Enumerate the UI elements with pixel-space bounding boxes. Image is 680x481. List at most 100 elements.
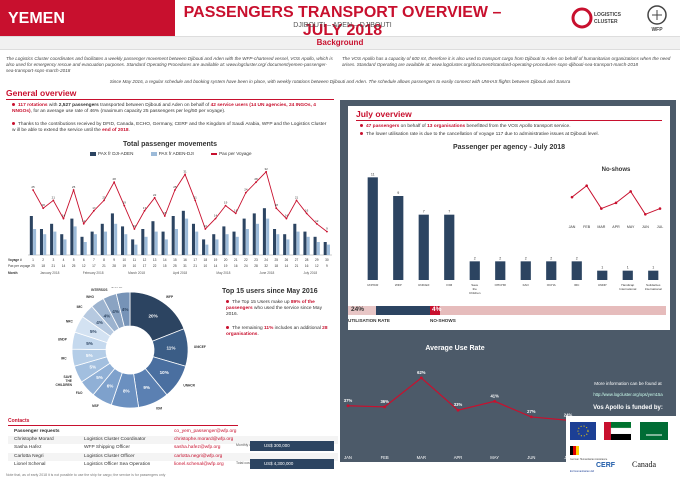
bar-djib-aden bbox=[252, 213, 256, 255]
per-voyage-label: 25 bbox=[31, 185, 35, 189]
noshows-tick: MAY bbox=[627, 225, 635, 229]
bar-aden-djib bbox=[53, 231, 57, 255]
aur-tick: APR bbox=[454, 455, 463, 460]
agency-bar bbox=[546, 261, 557, 280]
agency-tick: the bbox=[473, 287, 478, 291]
agency-bar bbox=[495, 261, 506, 280]
total-cost-label: Total cost bbox=[236, 461, 251, 465]
donut-value-label: 6% bbox=[107, 383, 114, 388]
agency-bar-label: 2 bbox=[499, 256, 501, 260]
point-per-voyage bbox=[62, 217, 65, 220]
per-voyage-tick: 21 bbox=[52, 264, 56, 268]
point-per-voyage bbox=[163, 215, 166, 217]
voyage-tick: 7 bbox=[93, 258, 95, 262]
july-overview-title: July overview bbox=[356, 109, 412, 119]
eu-flag-icon bbox=[570, 422, 596, 440]
wfp-logo: WFP bbox=[640, 4, 674, 34]
point-per-voyage bbox=[92, 209, 95, 212]
noshows-point bbox=[658, 207, 662, 210]
bar-aden-djib bbox=[296, 231, 300, 255]
bar-djib-aden bbox=[202, 239, 206, 255]
point-per-voyage bbox=[275, 207, 278, 210]
contact-email[interactable]: lionel.schenal@wfp.org bbox=[174, 461, 224, 467]
wfp-logo-text: WFP bbox=[651, 27, 663, 33]
aur-tick: FEB bbox=[381, 455, 389, 460]
more-info-link[interactable]: http://www.logcluster.org/ops/yem15a bbox=[593, 392, 663, 397]
page-title: PASSENGERS TRANSPORT OVERVIEW – JULY 201… bbox=[183, 4, 502, 39]
contact-email[interactable]: christophe.morard@wfp.org bbox=[174, 437, 234, 443]
point-per-voyage bbox=[184, 173, 186, 176]
per-voyage-tick: 15 bbox=[163, 264, 167, 268]
contact-text: Logistics Cluster Officer bbox=[84, 453, 135, 459]
text: with bbox=[47, 103, 59, 108]
background-left-text: The Logistics Cluster coordinates and fa… bbox=[6, 56, 333, 73]
bar-djib-aden bbox=[131, 239, 135, 255]
per-voyage-label: 14 bbox=[62, 214, 66, 218]
point-per-voyage bbox=[82, 222, 85, 225]
bar-aden-djib bbox=[256, 223, 260, 255]
per-voyage-label: 17 bbox=[92, 206, 96, 210]
voyage-tick: 20 bbox=[224, 258, 228, 262]
point-per-voyage bbox=[52, 199, 55, 202]
voyage-tick: 8 bbox=[103, 258, 105, 262]
donut-slice bbox=[115, 291, 131, 328]
per-voyage-label: 28 bbox=[112, 177, 116, 181]
bar-aden-djib bbox=[83, 242, 87, 255]
general-bullet-2: Thanks to the contributions received by … bbox=[12, 122, 330, 134]
aur-value-label: 33% bbox=[454, 402, 463, 407]
noshows-point bbox=[585, 184, 588, 188]
donut-value-label: 4% bbox=[96, 320, 103, 325]
voyage-tick: 9 bbox=[113, 258, 115, 262]
bar-aden-djib bbox=[63, 239, 67, 255]
contact-email[interactable]: sasha.hafez@wfp.org bbox=[174, 445, 221, 451]
donut-category-label: IMC bbox=[77, 305, 84, 309]
point-per-voyage bbox=[123, 204, 126, 207]
per-voyage-tick: 21 bbox=[102, 264, 106, 268]
point-per-voyage bbox=[153, 196, 156, 199]
footnote: Note that, as of early 2018 it is not po… bbox=[6, 473, 166, 477]
noshows-chart: JAN FEB MAR APR MAY JUN JUL bbox=[569, 184, 663, 229]
contact-email[interactable]: co_yem_passenger@wfp.org bbox=[174, 429, 237, 434]
point-per-voyage bbox=[255, 181, 257, 184]
voyage-tick: 16 bbox=[183, 258, 187, 262]
point-per-voyage bbox=[174, 189, 176, 191]
country-banner: YEMEN bbox=[0, 0, 175, 36]
voyage-tick: 12 bbox=[143, 258, 147, 262]
agency-tick: Children bbox=[469, 291, 481, 295]
donut-value-label: 8% bbox=[123, 388, 130, 393]
bold-text: 11% bbox=[264, 326, 274, 331]
legend-label: PAX fr ADEN-DJI bbox=[158, 151, 194, 156]
text: The remaining bbox=[232, 326, 264, 331]
point-per-voyage bbox=[72, 189, 75, 191]
point-per-voyage bbox=[285, 217, 288, 220]
divider bbox=[356, 120, 662, 121]
bar-djib-aden bbox=[242, 218, 246, 255]
voyage-tick: 14 bbox=[163, 258, 167, 262]
agency-bar-label: 7 bbox=[423, 210, 425, 214]
monthly-cost-value: US$ 300,000 bbox=[250, 441, 334, 451]
per-voyage-tick: 25 bbox=[173, 264, 177, 268]
voyage-tick: 6 bbox=[83, 258, 85, 262]
contact-email[interactable]: carlotta.negri@wfp.org bbox=[174, 453, 223, 459]
per-voyage-tick: 18 bbox=[274, 264, 278, 268]
bar-aden-djib bbox=[33, 229, 37, 255]
agency-bar bbox=[469, 261, 480, 280]
bar-djib-aden bbox=[181, 210, 185, 255]
bar-djib-aden bbox=[39, 229, 43, 255]
bar-aden-djib bbox=[124, 234, 128, 255]
bar-djib-aden bbox=[29, 216, 33, 255]
text: . bbox=[257, 332, 259, 338]
bar-aden-djib bbox=[144, 236, 148, 255]
bar-djib-aden bbox=[212, 234, 216, 255]
bar-djib-aden bbox=[293, 223, 297, 255]
noshows-tick: JUL bbox=[657, 225, 663, 229]
saudi-flag-icon bbox=[640, 422, 668, 440]
agency-bar-label: 1 bbox=[601, 266, 603, 270]
agency-bar bbox=[571, 261, 582, 280]
aur-value-label: 62% bbox=[417, 370, 426, 375]
noshows-tick: FEB bbox=[583, 225, 591, 229]
noshows-tick: JAN bbox=[569, 225, 576, 229]
bar-aden-djib bbox=[235, 236, 239, 255]
bar-djib-aden bbox=[121, 226, 125, 255]
per-voyage-label: 15 bbox=[163, 211, 167, 215]
